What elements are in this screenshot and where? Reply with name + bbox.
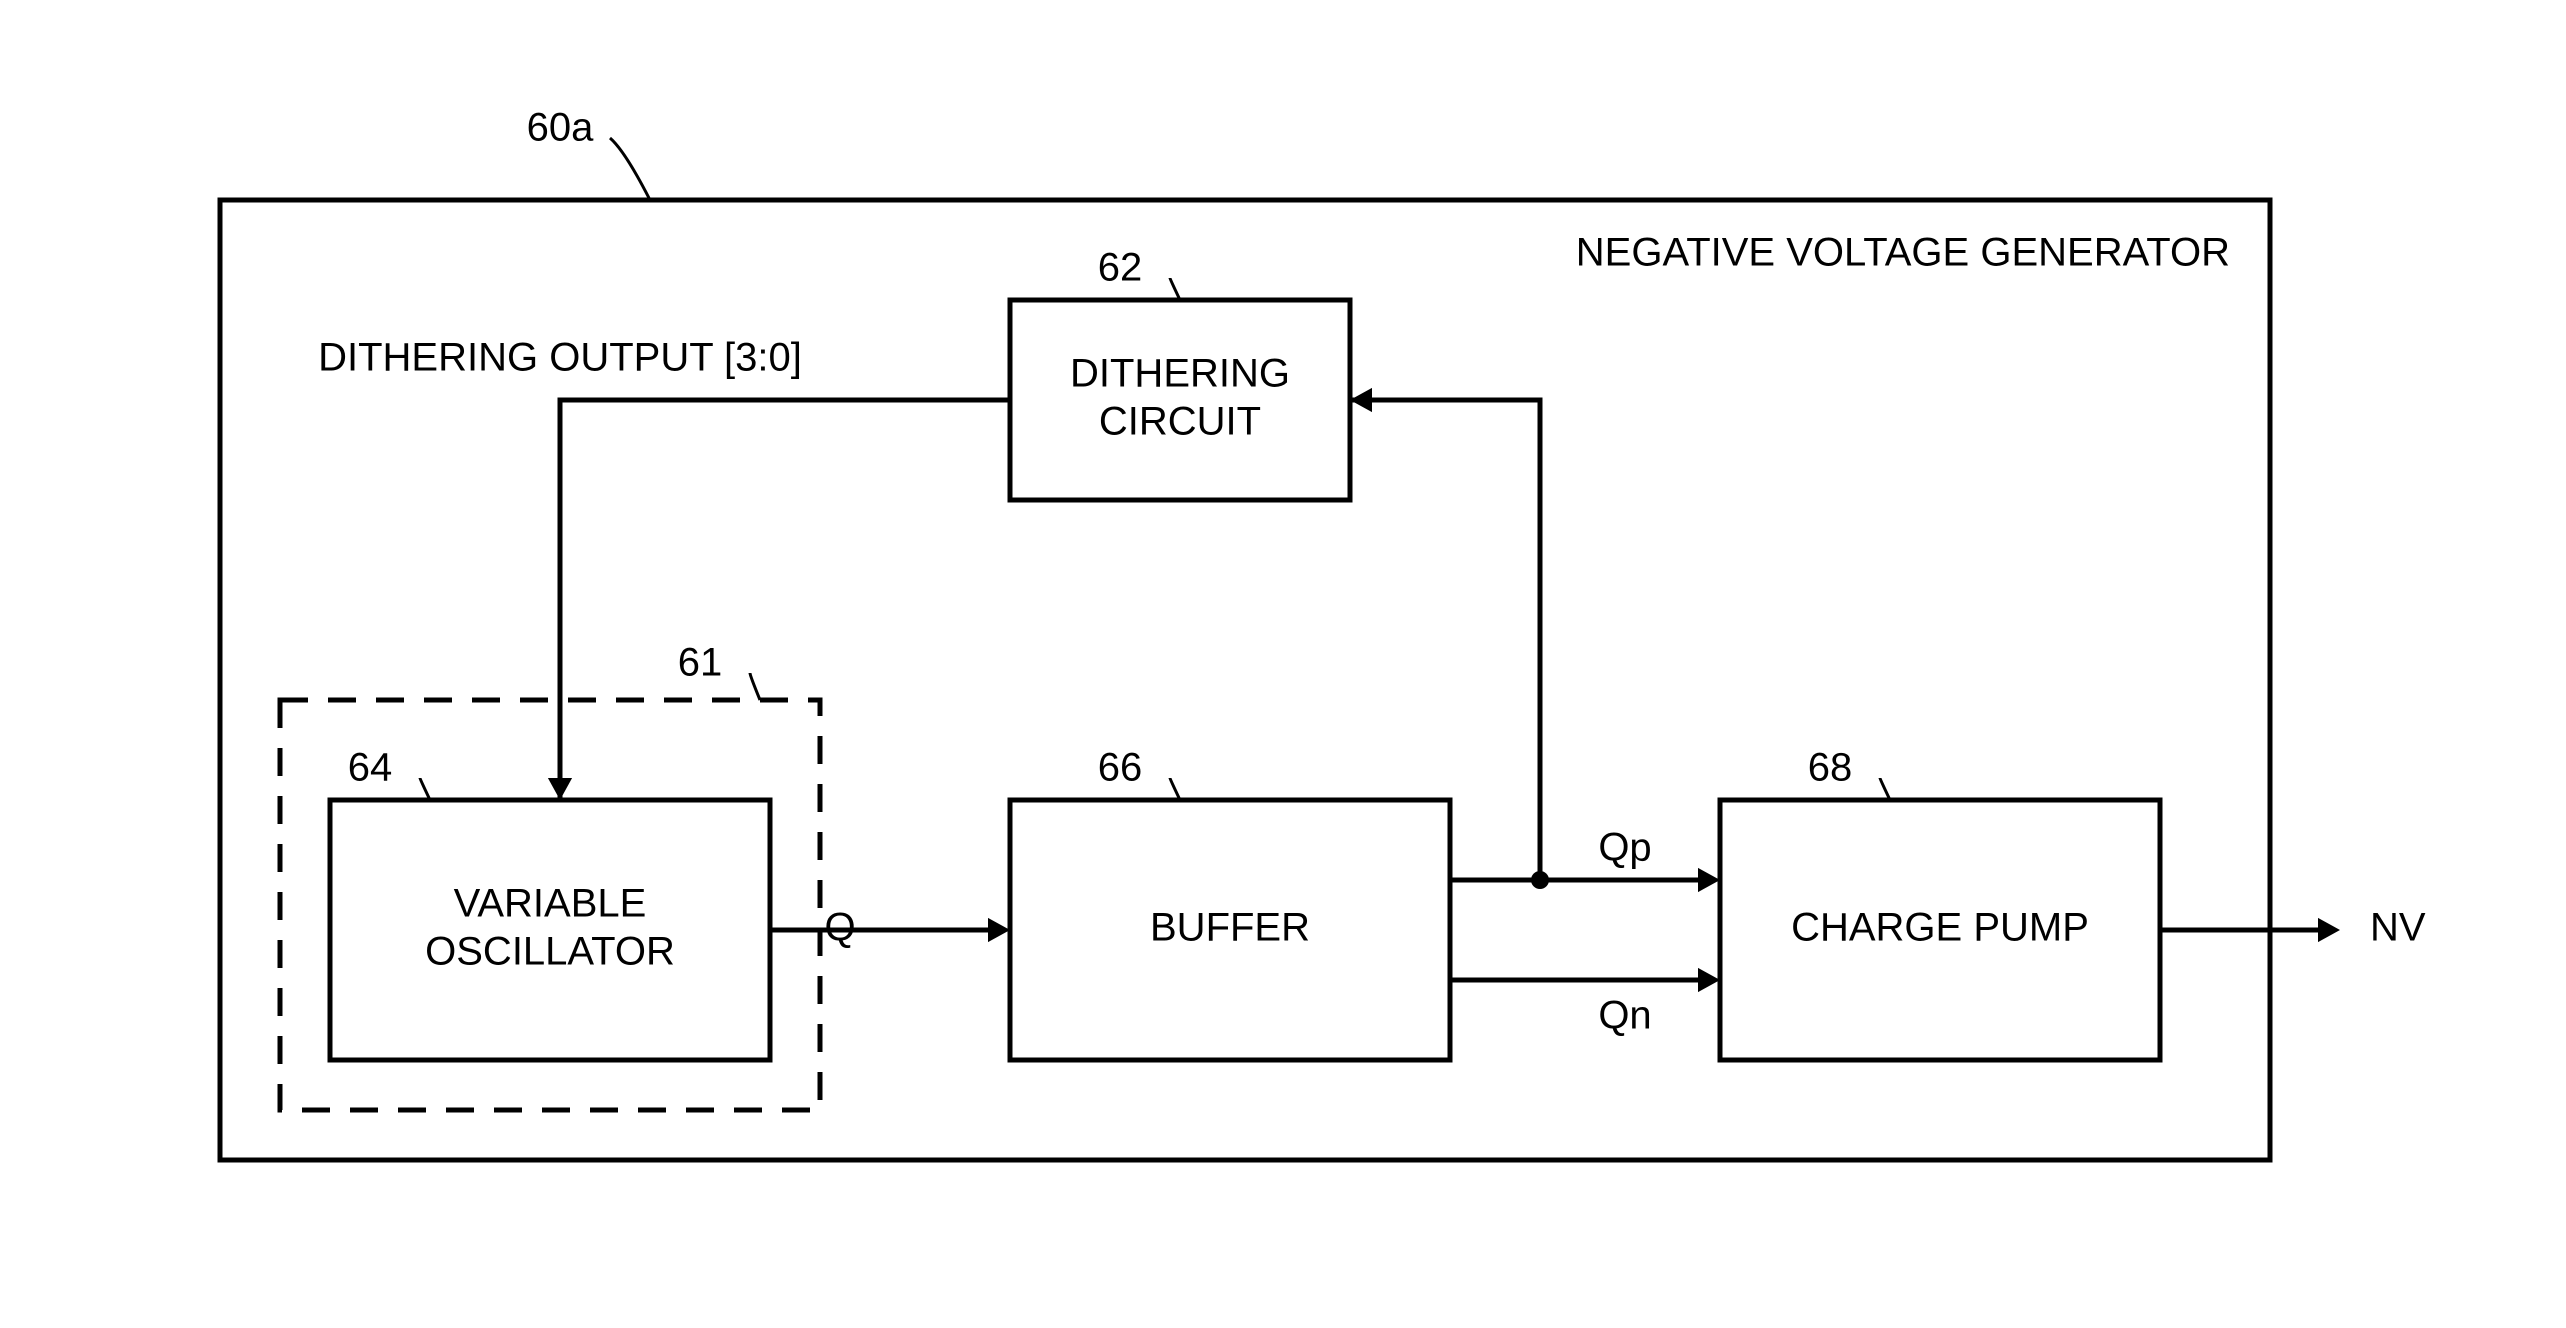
signal-qn: Qn — [1598, 994, 1651, 1038]
arrowhead — [2318, 918, 2340, 942]
charge-pump-label: CHARGE PUMP — [1791, 906, 2089, 950]
dithering-circuit-label: CIRCUIT — [1099, 400, 1261, 444]
signal-qp: Qp — [1598, 826, 1651, 870]
ref-66-ref: 66 — [1098, 746, 1143, 790]
arrowhead — [1698, 868, 1720, 892]
ref-62-ref: 62 — [1098, 246, 1143, 290]
arrowhead — [548, 778, 572, 800]
arrowhead — [1350, 388, 1372, 412]
ref-61-leader — [750, 673, 760, 700]
ref-62-leader — [1170, 278, 1180, 300]
ref-64-ref: 64 — [348, 746, 393, 790]
signal-dither-out: DITHERING OUTPUT [3:0] — [318, 336, 802, 380]
arrowhead — [1698, 968, 1720, 992]
variable-oscillator-label: VARIABLE — [454, 882, 647, 926]
signal-nv: NV — [2370, 906, 2426, 950]
dithering-circuit-label: DITHERING — [1070, 352, 1290, 396]
ref-64-leader — [420, 778, 430, 800]
outer-title: NEGATIVE VOLTAGE GENERATOR — [1576, 231, 2230, 275]
ref-68-leader — [1880, 778, 1890, 800]
ref-66-leader — [1170, 778, 1180, 800]
buffer-label: BUFFER — [1150, 906, 1310, 950]
ref-61-ref: 61 — [678, 641, 723, 685]
ref-60a-leader — [610, 138, 650, 200]
ref-68-ref: 68 — [1808, 746, 1853, 790]
wire-dither-out — [560, 400, 1010, 800]
arrowhead — [988, 918, 1010, 942]
variable-oscillator-label: OSCILLATOR — [425, 930, 675, 974]
ref-60a-ref: 60a — [527, 106, 594, 150]
signal-q: Q — [824, 906, 855, 950]
